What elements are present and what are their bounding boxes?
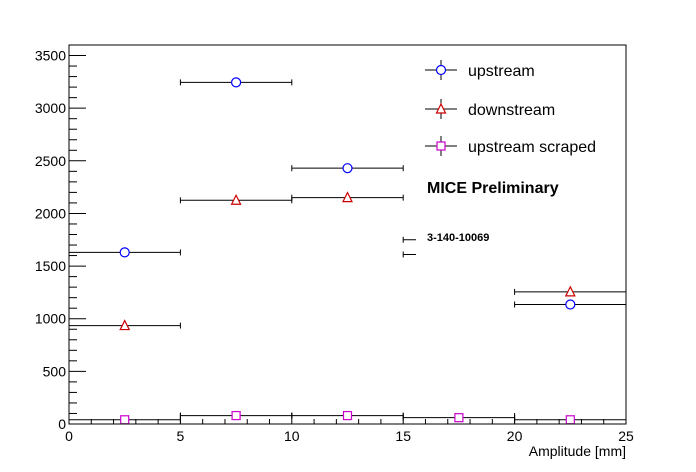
x-tick-label: 25 <box>618 428 634 444</box>
data-point <box>231 410 241 421</box>
data-point <box>565 415 575 425</box>
data-point <box>342 191 353 203</box>
data-point <box>120 415 130 425</box>
legend: upstream downstream upstream scraped <box>425 60 596 156</box>
data-point <box>342 163 353 174</box>
y-tick-label: 2000 <box>35 205 66 221</box>
legend-label: upstream scraped <box>468 139 596 156</box>
legend-marker-square <box>436 141 446 151</box>
x-tick-label: 0 <box>65 428 73 444</box>
x-tick-label: 5 <box>177 428 185 444</box>
y-tick-label: 3500 <box>35 48 66 64</box>
y-tick-label: 500 <box>43 363 67 379</box>
data-point <box>565 299 576 310</box>
data-point <box>119 319 131 331</box>
annotation-mice-preliminary: MICE Preliminary <box>427 180 559 197</box>
y-tick-label: 1000 <box>35 311 66 327</box>
axes: 0 5 10 15 20 25 0 500 1000 1500 2000 2500 3000 3500 <box>35 48 634 444</box>
y-tick-label: 2500 <box>35 153 66 169</box>
data-point <box>564 285 576 297</box>
legend-label: downstream <box>468 102 555 119</box>
legend-label: upstream <box>468 63 535 80</box>
legend-marker-circle <box>435 64 447 76</box>
legend-background <box>416 50 626 265</box>
x-axis-title: Amplitude [mm] <box>529 443 626 459</box>
data-point <box>454 413 464 423</box>
y-tick-label: 1500 <box>35 258 66 274</box>
data-point <box>231 77 242 88</box>
data-point <box>230 193 242 205</box>
legend-marker-triangle <box>435 102 447 114</box>
data-point <box>119 247 130 258</box>
annotation-run-number: 3-140-10069 <box>427 232 489 244</box>
y-tick-label: 0 <box>58 416 66 432</box>
y-tick-label: 3000 <box>35 100 66 116</box>
x-tick-label: 20 <box>507 428 523 444</box>
x-tick-label: 10 <box>284 428 300 444</box>
data-point <box>342 410 353 421</box>
x-tick-label: 15 <box>395 428 411 444</box>
